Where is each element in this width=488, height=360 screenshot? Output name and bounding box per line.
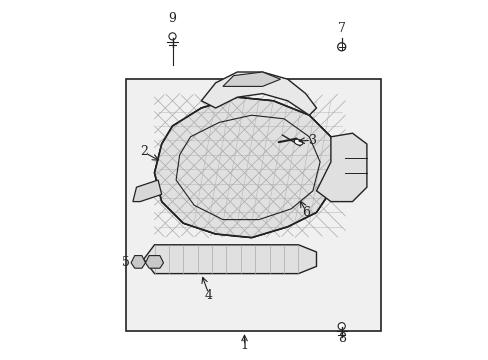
Polygon shape (133, 180, 162, 202)
Polygon shape (143, 245, 316, 274)
Polygon shape (201, 72, 316, 115)
Polygon shape (145, 256, 163, 268)
Polygon shape (154, 97, 337, 238)
Polygon shape (316, 133, 366, 202)
Text: 2: 2 (140, 145, 147, 158)
Polygon shape (131, 256, 145, 268)
Polygon shape (223, 72, 280, 86)
Text: 9: 9 (168, 12, 176, 24)
Polygon shape (154, 97, 337, 238)
Ellipse shape (294, 139, 302, 145)
Text: 1: 1 (240, 339, 248, 352)
Circle shape (168, 33, 176, 40)
FancyBboxPatch shape (125, 79, 381, 331)
Circle shape (337, 323, 345, 330)
Text: 7: 7 (337, 22, 345, 35)
Text: 3: 3 (308, 134, 316, 147)
Text: 5: 5 (122, 256, 129, 269)
Text: 8: 8 (337, 332, 345, 345)
Circle shape (337, 43, 345, 51)
Text: 4: 4 (204, 289, 212, 302)
Text: 6: 6 (301, 206, 309, 219)
